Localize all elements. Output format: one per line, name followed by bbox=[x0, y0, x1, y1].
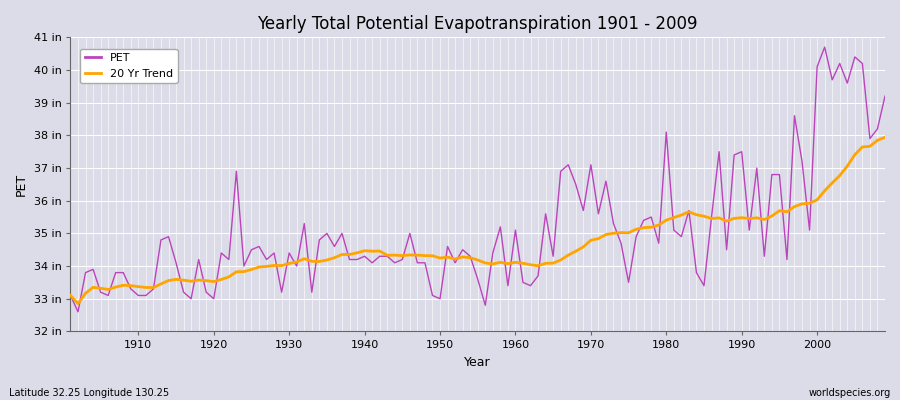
Title: Yearly Total Potential Evapotranspiration 1901 - 2009: Yearly Total Potential Evapotranspiratio… bbox=[257, 15, 698, 33]
X-axis label: Year: Year bbox=[464, 356, 491, 369]
Text: worldspecies.org: worldspecies.org bbox=[809, 388, 891, 398]
Y-axis label: PET: PET bbox=[15, 173, 28, 196]
Text: Latitude 32.25 Longitude 130.25: Latitude 32.25 Longitude 130.25 bbox=[9, 388, 169, 398]
Legend: PET, 20 Yr Trend: PET, 20 Yr Trend bbox=[80, 49, 177, 83]
